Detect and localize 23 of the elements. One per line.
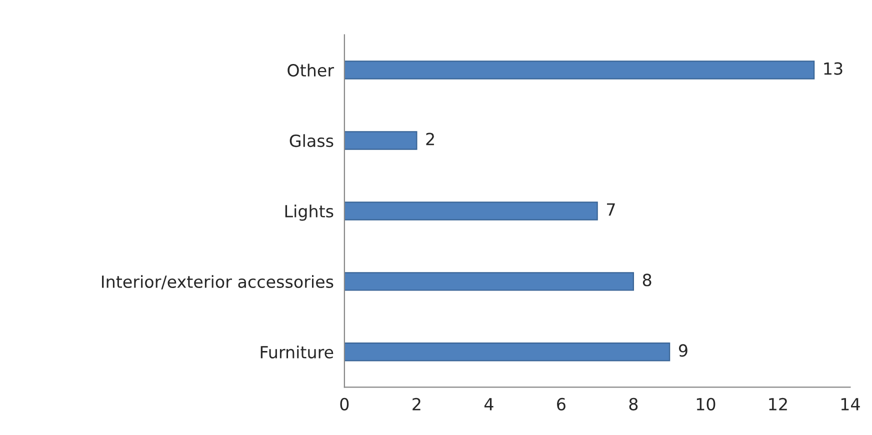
y-tick-label: Glass — [290, 134, 334, 148]
y-tick-label: Furniture — [260, 346, 334, 358]
y-tick-label: Interior/exterior accessories — [102, 275, 334, 290]
y-tick-label: Lights — [285, 204, 334, 221]
data-label: 13 — [824, 62, 842, 75]
bar — [344, 202, 598, 220]
x-tick-label: 0 — [340, 398, 349, 410]
x-tick-label: 2 — [412, 398, 420, 410]
data-label: 7 — [607, 203, 615, 216]
x-tick-label: 14 — [841, 398, 860, 410]
x-tick-label: 4 — [484, 398, 494, 410]
data-label: 2 — [426, 132, 434, 146]
bar — [344, 272, 634, 291]
data-label: 9 — [678, 344, 688, 357]
bar — [344, 342, 670, 362]
x-tick-label: 10 — [696, 398, 716, 410]
bar — [344, 60, 815, 80]
x-tick-label: 8 — [629, 398, 638, 410]
bar — [344, 131, 418, 150]
y-tick-label: Other — [288, 64, 334, 77]
data-label: 8 — [642, 274, 652, 286]
x-tick-label: 6 — [557, 398, 566, 410]
x-tick-label: 12 — [769, 398, 787, 410]
